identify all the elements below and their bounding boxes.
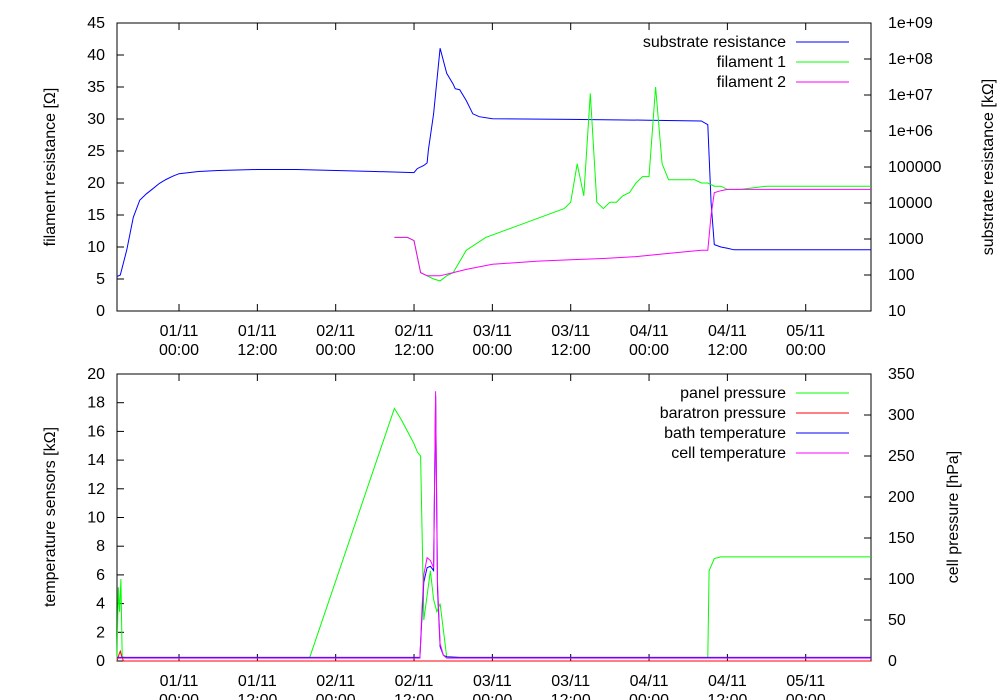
top-y2-tick-label: 1e+09 — [888, 15, 933, 32]
top-y1-tick-label: 10 — [87, 239, 105, 256]
bottom-y1-tick-label: 18 — [87, 395, 105, 412]
top-y2-tick-label: 1e+06 — [888, 123, 933, 140]
top-y1-tick-label: 20 — [87, 175, 105, 192]
top-y1-tick-label: 35 — [87, 79, 105, 96]
bottom-legend-label-panel-pressure: panel pressure — [680, 385, 786, 402]
top-y1-label: filament resistance [Ω] — [42, 88, 59, 247]
bottom-y2-tick-label: 50 — [888, 612, 906, 629]
top-y1-tick-label: 15 — [87, 207, 105, 224]
top-x-tick-label: 05/11 00:00 — [786, 323, 826, 359]
top-y1-tick-label: 5 — [96, 271, 105, 288]
top-x-tick-label: 01/11 00:00 — [159, 323, 199, 359]
bottom-y1-tick-label: 8 — [96, 538, 105, 555]
top-series-filament-2 — [394, 188, 871, 277]
top-y2-tick-label: 10000 — [888, 195, 933, 212]
top-x-tick-label: 04/11 12:00 — [707, 323, 747, 359]
top-legend-label-substrate-resistance: substrate resistance — [643, 34, 786, 51]
bottom-series-bath-temperature — [117, 395, 871, 658]
top-y2-tick-label: 100000 — [888, 159, 941, 176]
top-x-tick-label: 03/11 12:00 — [551, 323, 591, 359]
bottom-y2-tick-label: 100 — [888, 571, 915, 588]
bottom-y1-tick-label: 2 — [96, 624, 105, 641]
bottom-marks: 0246810121416182005010015020025030035001… — [87, 366, 915, 700]
bottom-y2-tick-label: 300 — [888, 407, 915, 424]
top-y2-tick-label: 10 — [888, 303, 906, 320]
bottom-y1-tick-label: 14 — [87, 452, 105, 469]
bottom-y1-tick-label: 0 — [96, 653, 105, 670]
bottom-legend-label-baratron-pressure: baratron pressure — [660, 405, 786, 422]
top-y2-label: substrate resistance [kΩ] — [980, 79, 997, 255]
top-x-tick-label: 03/11 00:00 — [472, 323, 512, 359]
top-x-tick-label: 04/11 00:00 — [629, 323, 669, 359]
top-y1-tick-label: 40 — [87, 47, 105, 64]
bottom-y1-tick-label: 20 — [87, 366, 105, 383]
top-y2-tick-label: 1e+08 — [888, 51, 933, 68]
bottom-y1-tick-label: 4 — [96, 596, 105, 613]
panel-top: 0 5 10 15 20 25 30 35 40 45 10 100 1000 10000 100000 1e… — [42, 15, 997, 359]
top-y2-tick-label: 1000 — [888, 231, 924, 248]
bottom-y1-tick-label: 16 — [87, 423, 105, 440]
bottom-series-baratron-pressure — [116, 649, 871, 662]
bottom-legend-label-bath-temperature: bath temperature — [664, 425, 786, 442]
top-legend-label-filament-2: filament 2 — [717, 74, 786, 91]
bottom-series-cell-temperature — [117, 391, 871, 659]
top-x-tick-label: 02/11 12:00 — [394, 323, 434, 359]
top-x-tick-label: 02/11 00:00 — [316, 323, 356, 359]
top-series-filament-1 — [394, 86, 871, 282]
bottom-y2-tick-label: 0 — [888, 653, 897, 670]
bottom-y2-tick-label: 150 — [888, 530, 915, 547]
top-y1-tick-label: 30 — [87, 111, 105, 128]
bottom-y1-label: temperature sensors [kΩ] — [42, 427, 59, 607]
top-y1-tick-label: 0 — [96, 303, 105, 320]
top-marks: 0 5 10 15 20 25 30 35 40 45 10 100 1000 10000 100000 1e… — [87, 15, 941, 359]
panel-bottom: 0246810121416182005010015020025030035001… — [42, 366, 962, 700]
bottom-y2-tick-label: 250 — [888, 448, 915, 465]
bottom-y2-tick-label: 350 — [888, 366, 915, 383]
bottom-y2-tick-label: 200 — [888, 489, 915, 506]
top-y1-tick-label: 25 — [87, 143, 105, 160]
top-y2-tick-label: 1e+07 — [888, 87, 933, 104]
bottom-y1-tick-label: 12 — [87, 481, 105, 498]
top-x-tick-label: 01/11 12:00 — [237, 323, 277, 359]
bottom-legend-label-cell-temperature: cell temperature — [671, 445, 786, 462]
top-y2-tick-label: 100 — [888, 267, 915, 284]
top-y1-tick-label: 45 — [87, 15, 105, 32]
bottom-y1-tick-label: 6 — [96, 567, 105, 584]
top-series-substrate-resistance — [116, 48, 871, 278]
bottom-y2-label: cell pressure [hPa] — [945, 451, 962, 584]
top-legend-label-filament-1: filament 1 — [717, 54, 786, 71]
bottom-y1-tick-label: 10 — [87, 510, 105, 527]
